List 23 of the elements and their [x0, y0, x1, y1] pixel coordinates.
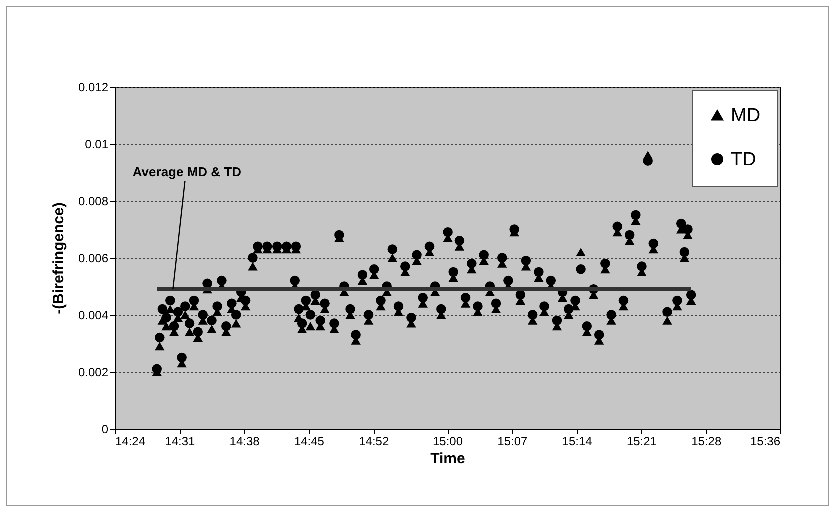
x-tick-label: 15:14 [562, 434, 593, 448]
x-tick-label: 15:07 [498, 434, 528, 448]
legend-label: TD [731, 150, 756, 170]
y-tick-label: 0.012 [78, 80, 109, 94]
x-tick-label: 14:24 [116, 434, 146, 448]
y-axis-title: -(Birefringence) [50, 202, 68, 314]
x-tick-label: 15:00 [432, 434, 464, 448]
x-tick-label: 14:31 [165, 434, 196, 448]
x-tick-label: 14:52 [359, 434, 390, 448]
x-tick-label: 15:36 [750, 434, 781, 448]
x-tick-label: 15:21 [626, 434, 658, 448]
legend-label: MD [731, 106, 761, 126]
x-tick-label: 15:28 [692, 434, 722, 448]
y-tick-label: 0.01 [85, 138, 109, 152]
y-tick-label: 0.008 [78, 194, 109, 208]
y-tick-label: 0 [102, 422, 109, 436]
y-tick-label: 0.004 [78, 308, 109, 322]
x-tick-label: 14:38 [230, 434, 260, 448]
y-tick-label: 0.006 [78, 252, 109, 266]
y-tick-label: 0.002 [78, 366, 109, 380]
annotation: Average MD & TD [132, 164, 242, 180]
x-tick-label: 14:45 [294, 434, 325, 448]
x-axis-title: Time [430, 450, 466, 468]
